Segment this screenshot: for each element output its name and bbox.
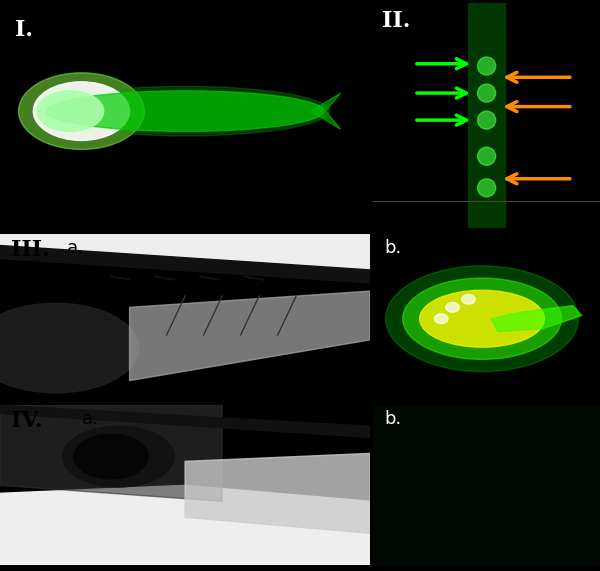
Polygon shape <box>130 291 370 381</box>
Polygon shape <box>373 405 600 565</box>
Polygon shape <box>322 20 404 211</box>
Polygon shape <box>491 305 582 332</box>
Polygon shape <box>155 20 237 211</box>
Ellipse shape <box>46 91 324 131</box>
Text: a.: a. <box>82 410 98 428</box>
Polygon shape <box>0 405 370 437</box>
Circle shape <box>478 111 496 129</box>
Polygon shape <box>0 234 370 270</box>
Polygon shape <box>185 453 370 533</box>
Circle shape <box>19 73 145 150</box>
Text: I.: I. <box>15 19 33 41</box>
Polygon shape <box>0 485 370 565</box>
Text: a.: a. <box>67 239 83 257</box>
Polygon shape <box>0 246 370 283</box>
Ellipse shape <box>63 426 174 487</box>
Circle shape <box>34 82 130 140</box>
Polygon shape <box>0 405 222 501</box>
Polygon shape <box>0 20 70 211</box>
Circle shape <box>461 294 475 304</box>
Ellipse shape <box>419 290 544 347</box>
Polygon shape <box>311 93 341 129</box>
Polygon shape <box>469 3 505 228</box>
Circle shape <box>446 303 460 312</box>
Polygon shape <box>72 20 154 211</box>
Polygon shape <box>239 20 320 211</box>
Circle shape <box>478 147 496 165</box>
Circle shape <box>434 314 448 324</box>
Circle shape <box>478 57 496 75</box>
Text: IV.: IV. <box>11 410 43 432</box>
Text: III.: III. <box>11 239 50 261</box>
Circle shape <box>37 91 104 131</box>
Text: b.: b. <box>385 410 402 428</box>
Text: II.: II. <box>382 10 410 31</box>
Ellipse shape <box>74 434 148 479</box>
Circle shape <box>478 179 496 197</box>
Circle shape <box>478 84 496 102</box>
Ellipse shape <box>0 303 139 393</box>
Ellipse shape <box>403 278 562 359</box>
Text: b.: b. <box>385 239 402 257</box>
Ellipse shape <box>386 266 578 372</box>
Ellipse shape <box>41 86 329 136</box>
